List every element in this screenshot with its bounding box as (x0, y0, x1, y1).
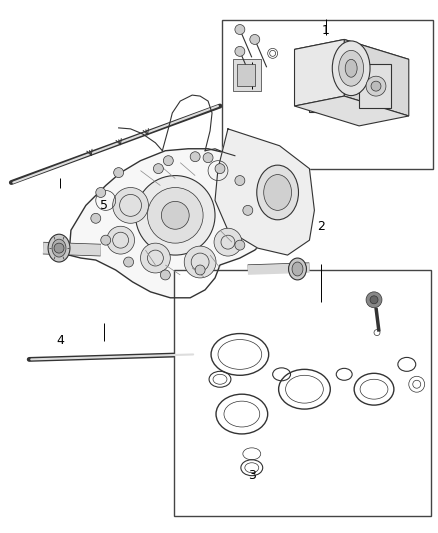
Bar (174, 270, 431, 516)
Bar (359, 64, 391, 108)
Bar (222, 20, 433, 168)
Circle shape (184, 246, 216, 278)
Circle shape (370, 296, 378, 304)
Ellipse shape (345, 59, 357, 77)
Polygon shape (294, 39, 409, 69)
Circle shape (54, 243, 64, 253)
Circle shape (107, 226, 134, 254)
Circle shape (163, 156, 173, 166)
Circle shape (160, 270, 170, 280)
Circle shape (214, 228, 242, 256)
Ellipse shape (339, 51, 364, 86)
Ellipse shape (264, 175, 292, 211)
Circle shape (153, 164, 163, 174)
Circle shape (235, 25, 245, 35)
Circle shape (243, 205, 253, 215)
Ellipse shape (289, 258, 307, 280)
Circle shape (190, 152, 200, 161)
Circle shape (113, 188, 148, 223)
Text: 3: 3 (248, 469, 256, 482)
Circle shape (101, 235, 111, 245)
Circle shape (96, 188, 106, 197)
Text: 2: 2 (318, 220, 325, 233)
Circle shape (114, 168, 124, 177)
Circle shape (366, 76, 386, 96)
Ellipse shape (48, 234, 70, 262)
Bar (309, 60, 389, 112)
Polygon shape (215, 129, 314, 255)
Circle shape (195, 265, 205, 275)
Circle shape (203, 153, 213, 163)
Circle shape (91, 213, 101, 223)
Circle shape (366, 292, 382, 308)
Circle shape (235, 46, 245, 56)
Circle shape (250, 35, 260, 44)
Polygon shape (294, 96, 409, 126)
Polygon shape (294, 39, 344, 106)
Circle shape (235, 240, 245, 250)
Circle shape (148, 188, 203, 243)
Circle shape (124, 257, 134, 267)
Ellipse shape (292, 262, 303, 276)
Circle shape (161, 201, 189, 229)
Ellipse shape (257, 165, 298, 220)
Ellipse shape (332, 41, 370, 95)
Bar (237, 64, 255, 86)
Circle shape (135, 175, 215, 255)
Ellipse shape (335, 59, 363, 77)
Text: 4: 4 (56, 334, 64, 347)
Circle shape (215, 164, 225, 174)
Circle shape (141, 243, 170, 273)
Text: 1: 1 (321, 25, 329, 37)
Polygon shape (344, 39, 409, 116)
Ellipse shape (52, 239, 66, 257)
Bar (233, 59, 261, 91)
Polygon shape (69, 149, 278, 298)
Circle shape (235, 175, 245, 185)
Text: 5: 5 (100, 199, 108, 212)
Circle shape (371, 81, 381, 91)
Circle shape (120, 195, 141, 216)
